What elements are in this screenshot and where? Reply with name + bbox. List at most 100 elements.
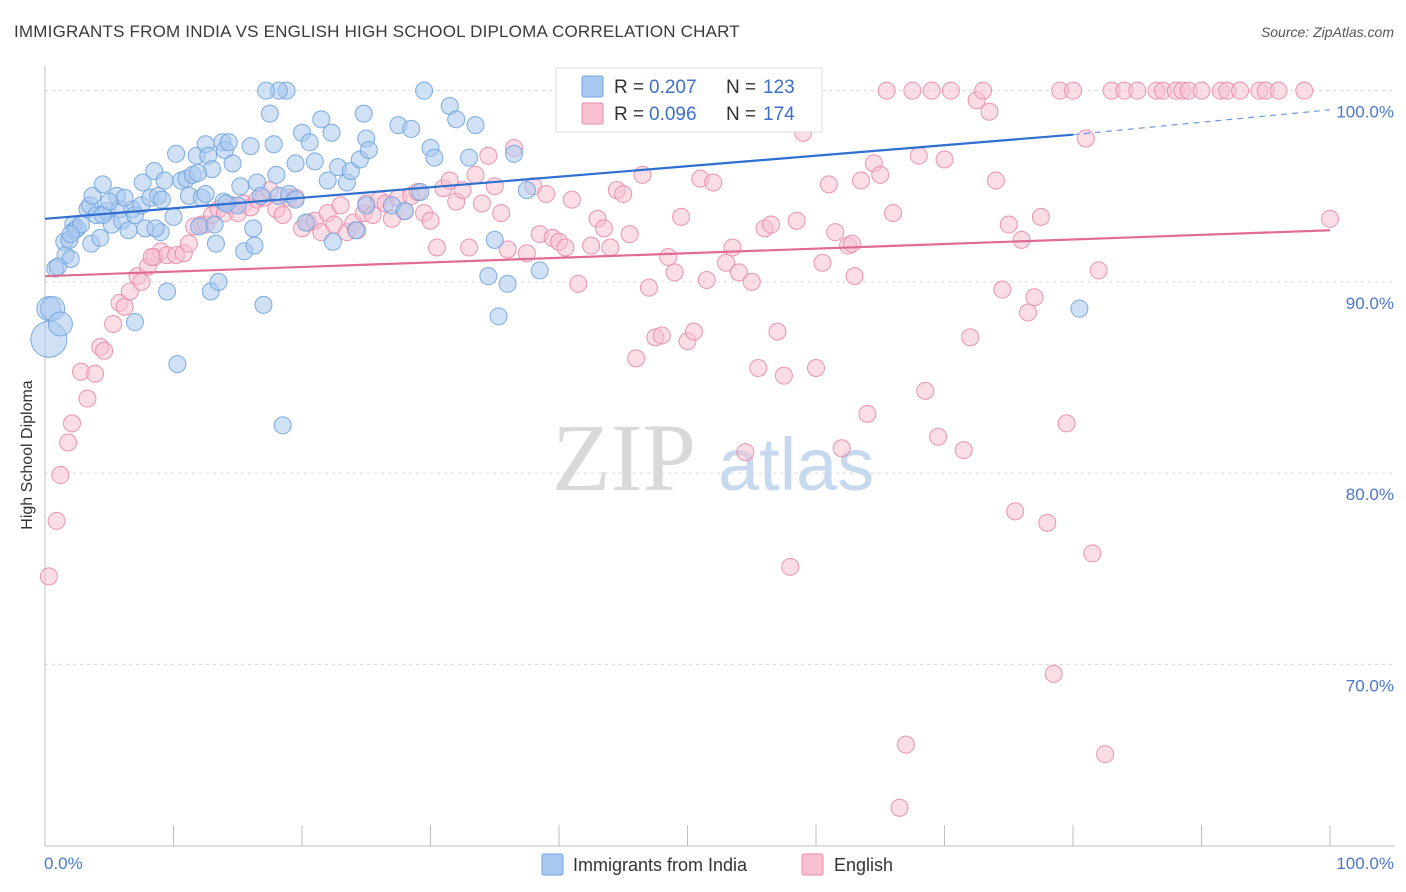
india-point: [196, 184, 215, 203]
legend-swatch-english: [801, 853, 824, 876]
india-point: [244, 219, 263, 238]
english-point: [774, 366, 793, 385]
english-point: [1192, 81, 1211, 100]
stats-n-value-india: 123: [763, 77, 795, 98]
english-point: [652, 326, 671, 345]
english-point: [826, 223, 845, 242]
english-point: [427, 238, 446, 257]
english-point: [819, 175, 838, 194]
india-point: [296, 213, 315, 232]
english-point: [896, 735, 915, 754]
english-point: [807, 358, 825, 377]
english-point: [1295, 81, 1314, 100]
india-trend-line: [44, 133, 1074, 220]
english-point: [1321, 209, 1339, 228]
english-point: [903, 81, 922, 100]
trend-lines: [44, 109, 1331, 278]
india-point: [273, 416, 292, 435]
india-point: [257, 81, 276, 100]
english-point: [86, 364, 105, 383]
english-point: [929, 427, 948, 446]
y-tick-label-90: 90.0%: [1346, 294, 1394, 313]
india-point: [318, 171, 337, 190]
english-point: [717, 253, 736, 272]
english-point: [614, 184, 633, 203]
english-point: [1076, 129, 1095, 148]
y-tick-labels: 100.0% 90.0% 80.0% 70.0%: [1336, 103, 1394, 696]
india-point: [264, 135, 283, 154]
english-point: [1019, 303, 1038, 322]
english-point: [1269, 81, 1288, 100]
english-point: [179, 234, 198, 253]
legend-label-india: Immigrants from India: [573, 855, 748, 875]
india-point: [411, 183, 430, 202]
english-point: [762, 215, 781, 234]
stats-r-value-english: 0.096: [649, 104, 697, 125]
legend: Immigrants from India English: [541, 853, 893, 876]
india-point: [158, 282, 177, 301]
english-point: [999, 215, 1018, 234]
india-point: [133, 173, 152, 192]
stats-n-label-india: N =: [726, 77, 756, 98]
axes: [44, 66, 1395, 847]
english-point: [594, 219, 613, 238]
english-point: [749, 358, 768, 377]
english-point: [980, 102, 999, 121]
english-point: [59, 433, 78, 452]
chart-title: IMMIGRANTS FROM INDIA VS ENGLISH HIGH SC…: [14, 22, 740, 41]
english-point: [986, 171, 1005, 190]
english-point: [1064, 81, 1082, 100]
india-point: [168, 355, 187, 374]
india-point: [530, 261, 549, 280]
india-point: [245, 236, 264, 255]
watermark-atlas: atlas: [718, 423, 874, 506]
india-point: [115, 188, 134, 207]
english-point: [120, 282, 139, 301]
india-point: [93, 175, 112, 194]
india-point: [402, 119, 421, 138]
english-point: [890, 798, 909, 817]
english-point: [39, 567, 58, 586]
english-point: [813, 253, 832, 272]
india-point: [152, 190, 171, 209]
india-points: [30, 81, 1089, 435]
english-point: [569, 274, 588, 293]
english-point: [537, 184, 556, 203]
english-point: [1083, 544, 1102, 563]
india-point: [260, 104, 279, 123]
english-point: [1089, 261, 1108, 280]
english-point: [492, 204, 511, 223]
india-point: [485, 230, 504, 249]
stats-swatch-english: [581, 102, 604, 125]
stats-box: R = 0.207 N = 123 R = 0.096 N = 174: [555, 67, 823, 133]
english-point: [993, 280, 1012, 299]
india-point: [125, 313, 144, 332]
english-point: [582, 236, 601, 255]
y-tick-label-80: 80.0%: [1346, 485, 1394, 504]
english-point: [104, 314, 123, 333]
english-point: [62, 414, 81, 433]
english-point: [78, 389, 97, 408]
india-point: [354, 104, 373, 123]
english-point: [472, 194, 491, 213]
india-point: [146, 219, 165, 238]
english-point: [832, 439, 851, 458]
india-point: [357, 196, 376, 215]
english-point: [479, 146, 498, 165]
india-point: [223, 154, 242, 173]
english-point: [704, 173, 723, 192]
india-point: [425, 148, 444, 167]
english-point: [331, 196, 350, 215]
english-point: [961, 328, 980, 347]
english-point: [858, 404, 877, 423]
watermark: ZIP atlas: [552, 404, 874, 511]
watermark-zip: ZIP: [552, 404, 696, 511]
india-point: [119, 221, 138, 240]
india-point: [209, 272, 228, 291]
india-point: [312, 110, 331, 129]
stats-n-value-english: 174: [763, 104, 795, 125]
english-point: [729, 263, 748, 282]
english-point: [665, 263, 684, 282]
english-point: [556, 238, 575, 257]
